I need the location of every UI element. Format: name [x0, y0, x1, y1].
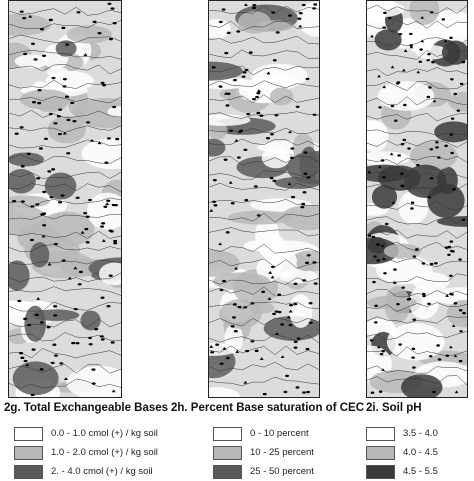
- map-i-svg: [367, 1, 467, 397]
- panel-title-g: 2g. Total Exchangeable Bases: [4, 402, 169, 414]
- legend-label: 4.5 - 5.5: [403, 466, 438, 477]
- legend-row: 0 - 10 percent: [213, 424, 314, 443]
- legend-swatch: [366, 426, 395, 441]
- map-panel-soil-ph: [366, 0, 468, 398]
- legend-row: 2. - 4.0 cmol (+) / kg soil: [14, 462, 158, 481]
- legend-swatch: [366, 445, 395, 460]
- legend-swatch: [14, 464, 43, 479]
- legend-label: 10 - 25 percent: [250, 447, 314, 458]
- legend-swatch: [213, 464, 242, 479]
- legend-row: 1.0 - 2.0 cmol (+) / kg soil: [14, 443, 158, 462]
- legend-label: 4.0 - 4.5: [403, 447, 438, 458]
- legend-label: 1.0 - 2.0 cmol (+) / kg soil: [51, 447, 158, 458]
- map-h-svg: [209, 1, 319, 397]
- legend-row: 3.5 - 4.0: [366, 424, 438, 443]
- panel-title-i: 2i. Soil pH: [366, 402, 422, 414]
- legend-label: 25 - 50 percent: [250, 466, 314, 477]
- panel-title-h: 2h. Percent Base saturation of CEC: [171, 402, 364, 414]
- legend-swatch: [366, 464, 395, 479]
- legend-swatch: [14, 426, 43, 441]
- map-panel-total-exchangeable-bases: [8, 0, 122, 398]
- legend-g: 0.0 - 1.0 cmol (+) / kg soil 1.0 - 2.0 c…: [14, 424, 158, 481]
- legend-i: 3.5 - 4.0 4.0 - 4.5 4.5 - 5.5: [366, 424, 438, 481]
- legend-swatch: [14, 445, 43, 460]
- legend-h: 0 - 10 percent 10 - 25 percent 25 - 50 p…: [213, 424, 314, 481]
- legend-label: 3.5 - 4.0: [403, 428, 438, 439]
- legend-label: 0.0 - 1.0 cmol (+) / kg soil: [51, 428, 158, 439]
- legend-row: 10 - 25 percent: [213, 443, 314, 462]
- map-panel-base-saturation: [208, 0, 320, 398]
- legend-label: 0 - 10 percent: [250, 428, 309, 439]
- map-g-svg: [9, 2, 121, 397]
- legend-row: 4.5 - 5.5: [366, 462, 438, 481]
- legend-row: 0.0 - 1.0 cmol (+) / kg soil: [14, 424, 158, 443]
- legend-swatch: [213, 445, 242, 460]
- legend-label: 2. - 4.0 cmol (+) / kg soil: [51, 466, 153, 477]
- legend-row: 25 - 50 percent: [213, 462, 314, 481]
- legend-swatch: [213, 426, 242, 441]
- legend-row: 4.0 - 4.5: [366, 443, 438, 462]
